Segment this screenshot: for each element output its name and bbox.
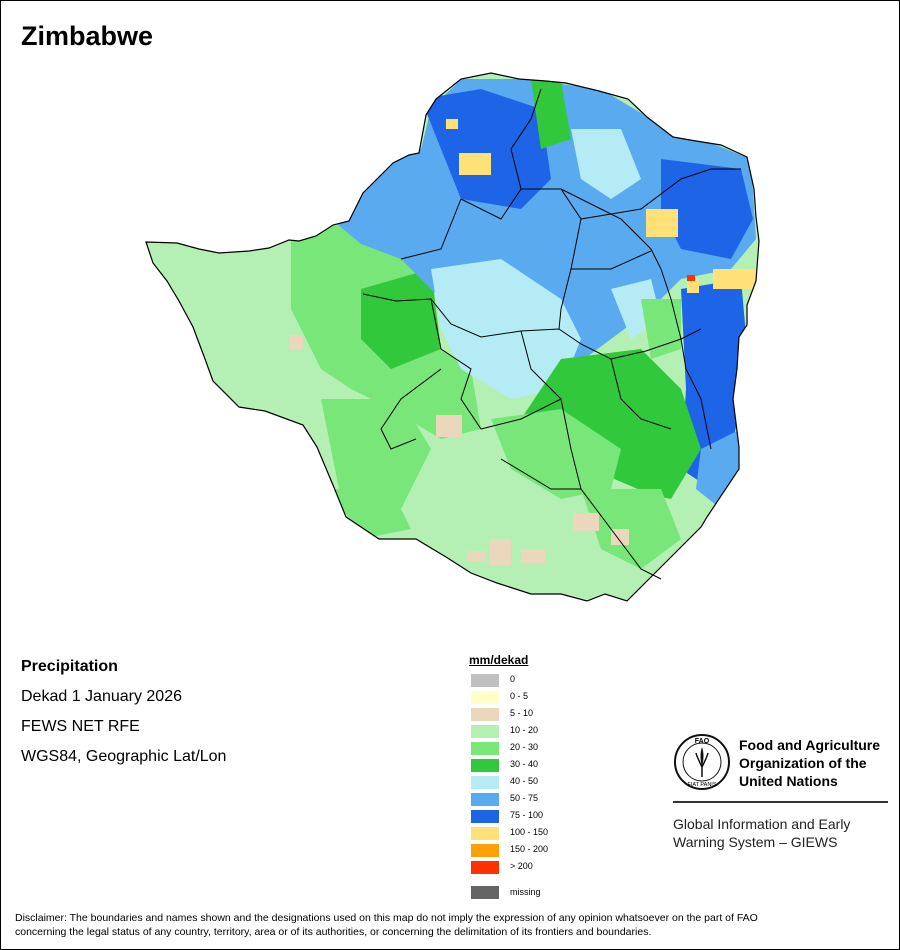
legend-missing: missing xyxy=(469,885,629,902)
org-line-3: United Nations xyxy=(739,773,838,789)
legend-swatch xyxy=(471,827,499,840)
legend-label: 0 - 5 xyxy=(510,691,529,701)
org-line-2: Organization of the xyxy=(739,755,867,771)
source-label: FEWS NET RFE xyxy=(21,718,140,735)
legend-swatch xyxy=(471,742,499,755)
disclaimer: Disclaimer: The boundaries and names sho… xyxy=(15,911,885,939)
legend-item: 10 - 20 xyxy=(469,724,639,741)
legend-swatch xyxy=(471,725,499,738)
giews-line-2: Warning System – GIEWS xyxy=(673,834,838,850)
legend-label: 75 - 100 xyxy=(510,810,544,820)
legend-label: 100 - 150 xyxy=(510,827,549,837)
precipitation-map xyxy=(145,72,760,602)
legend: mm/dekad 0 0 - 5 5 - 10 10 - 20 20 - 30 30 - … xyxy=(469,653,639,899)
legend-swatch xyxy=(471,793,499,806)
map-info: Precipitation Dekad 1 January 2026 FEWS … xyxy=(21,657,226,777)
legend-label: 5 - 10 xyxy=(510,708,534,718)
legend-item: 0 - 5 xyxy=(469,690,639,707)
legend-swatch xyxy=(471,776,499,789)
legend-label: 50 - 75 xyxy=(510,793,539,803)
legend-item: 50 - 75 xyxy=(469,792,639,809)
variable-heading: Precipitation xyxy=(21,658,118,675)
legend-swatch xyxy=(471,810,499,823)
country-outline xyxy=(145,72,760,602)
giews-name: Global Information and Early Warning Sys… xyxy=(673,815,850,851)
rainfall-fill xyxy=(146,73,759,601)
legend-label-missing: missing xyxy=(510,887,541,897)
logo-text-bottom: FIAT PANIS xyxy=(687,782,716,788)
legend-item: 150 - 200 xyxy=(469,843,639,860)
legend-rows: 0 0 - 5 5 - 10 10 - 20 20 - 30 30 - 40 40 - 50… xyxy=(469,673,639,877)
logo-text-top: FAO xyxy=(695,738,710,745)
legend-swatch xyxy=(471,844,499,857)
organization-name: Food and Agriculture Organization of the… xyxy=(739,736,899,790)
legend-title: mm/dekad xyxy=(469,653,529,667)
map-title: Zimbabwe xyxy=(21,21,154,51)
legend-item: 40 - 50 xyxy=(469,775,639,792)
legend-item: 75 - 100 xyxy=(469,809,639,826)
legend-label: 10 - 20 xyxy=(510,725,539,735)
legend-swatch xyxy=(471,708,499,721)
legend-item: 5 - 10 xyxy=(469,707,639,724)
giews-line-1: Global Information and Early xyxy=(673,816,851,832)
legend-swatch xyxy=(471,674,499,687)
disclaimer-line-2: concerning the legal status of any count… xyxy=(15,926,652,938)
legend-item: 100 - 150 xyxy=(469,826,639,843)
disclaimer-line-1: Disclaimer: The boundaries and names sho… xyxy=(15,912,758,924)
legend-label: 150 - 200 xyxy=(510,844,549,854)
legend-swatch xyxy=(471,759,499,772)
legend-label: 30 - 40 xyxy=(510,759,539,769)
legend-item: 20 - 30 xyxy=(469,741,639,758)
legend-label: > 200 xyxy=(510,861,533,871)
fao-logo-icon: FAO FIAT PANIS xyxy=(674,734,730,790)
legend-label: 40 - 50 xyxy=(510,776,539,786)
legend-swatch xyxy=(471,691,499,704)
legend-label: 20 - 30 xyxy=(510,742,539,752)
projection-label: WGS84, Geographic Lat/Lon xyxy=(21,748,227,765)
legend-swatch xyxy=(471,861,499,874)
legend-item: 0 xyxy=(469,673,639,690)
legend-swatch-missing xyxy=(471,886,499,899)
org-line-1: Food and Agriculture xyxy=(739,737,881,753)
legend-item: 30 - 40 xyxy=(469,758,639,775)
legend-item: > 200 xyxy=(469,860,639,877)
legend-label: 0 xyxy=(510,674,516,684)
period-label: Dekad 1 January 2026 xyxy=(21,688,182,705)
admin-boundaries xyxy=(362,88,741,580)
branding-divider xyxy=(673,801,888,803)
